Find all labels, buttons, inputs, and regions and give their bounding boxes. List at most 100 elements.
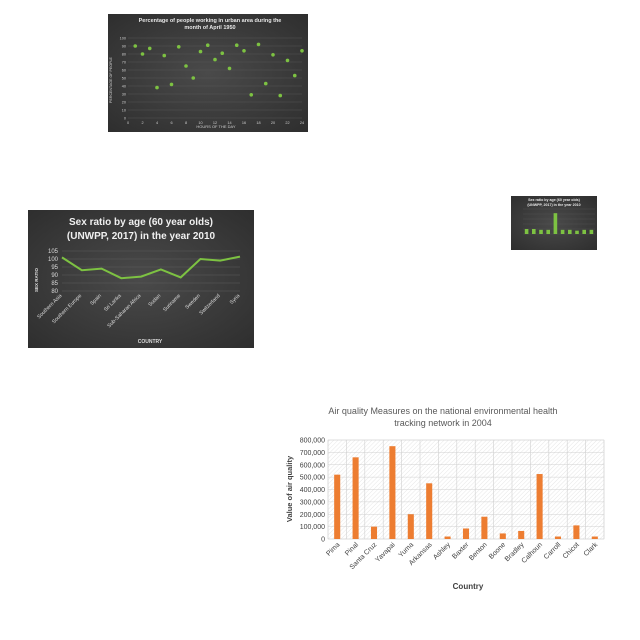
scatter-point: [140, 52, 145, 56]
scatter-point: [147, 46, 152, 51]
line-x-tick-label: Suriname: [162, 293, 182, 313]
scatter-point: [292, 73, 297, 78]
air-bar: [591, 536, 598, 539]
air-title-line1: Air quality Measures on the national env…: [328, 406, 557, 416]
sex-ratio-line-chart: Sex ratio by age (60 year olds) (UNWPP, …: [34, 217, 242, 345]
line-x-tick-label: Switzerland: [198, 293, 221, 316]
scatter-point: [198, 49, 203, 54]
scatter-point: [184, 64, 188, 68]
scatter-point: [169, 82, 174, 87]
scatter-y-axis-label: PERCENTAGE OF PEOPLE: [109, 56, 113, 102]
air-bar: [518, 530, 525, 539]
sex-ratio-series-line: [61, 255, 241, 280]
sex-ratio-line-chart-panel: Sex ratio by age (60 year olds) (UNWPP, …: [28, 210, 254, 348]
scatter-x-tick-label: 8: [185, 121, 187, 125]
air-x-tick-label: Carroll: [543, 541, 563, 561]
scatter-y-tick-label: 30: [122, 92, 126, 96]
scatter-x-tick-label: 10: [198, 121, 202, 125]
air-title-line2: tracking network in 2004: [394, 418, 492, 428]
minibar-bar: [582, 229, 586, 234]
scatter-point: [285, 58, 290, 63]
scatter-x-tick-label: 4: [156, 121, 158, 125]
scatter-point: [213, 57, 217, 62]
air-x-tick-label: Clark: [583, 541, 600, 558]
scatter-x-tick-label: 20: [271, 121, 275, 125]
scatter-title-line2: month of April 1950: [184, 25, 235, 31]
scatter-x-tick-label: 18: [256, 121, 260, 125]
scatter-title-line1: Percentage of people working in urban ar…: [139, 18, 282, 24]
air-bar: [462, 528, 470, 539]
scatter-point: [256, 42, 261, 47]
minibar-bar: [553, 213, 558, 234]
scatter-x-tick-label: 14: [227, 121, 231, 125]
sex-ratio-bar-chart-panel: Sex ratio by age (60 year olds) (UNWPP, …: [511, 196, 597, 250]
air-bar: [334, 474, 341, 539]
air-x-tick-label: Pima: [325, 541, 341, 557]
scatter-point: [176, 45, 181, 49]
air-y-tick-label: 600,000: [300, 462, 325, 469]
scatter-point: [278, 93, 283, 98]
scatter-y-tick-label: 100: [120, 36, 126, 40]
line-x-tick-label: Syria: [229, 293, 242, 306]
air-x-tick-label: Ashley: [432, 541, 452, 561]
line-x-tick-label: Spain: [89, 293, 103, 307]
line-y-tick-label: 85: [51, 281, 58, 287]
air-x-axis-label: Country: [453, 582, 484, 591]
minibar-bar: [568, 229, 572, 234]
air-x-tick-label: Calhoun: [521, 541, 544, 564]
scatter-y-tick-label: 50: [122, 76, 126, 80]
sex-ratio-bar-chart: Sex ratio by age (60 year olds) (UNWPP, …: [523, 198, 595, 235]
air-bar: [352, 457, 359, 539]
air-bar: [554, 536, 562, 539]
scatter-point: [205, 43, 210, 47]
line-y-tick-label: 100: [48, 257, 59, 263]
scatter-x-tick-label: 0: [127, 121, 129, 125]
scatter-y-tick-label: 60: [122, 68, 126, 72]
air-x-tick-label: Yavapai: [374, 541, 397, 564]
scatter-y-tick-label: 40: [122, 84, 126, 88]
line-y-tick-label: 80: [51, 289, 58, 295]
scatter-x-tick-label: 12: [213, 121, 217, 125]
scatter-point: [162, 53, 167, 58]
air-y-tick-label: 300,000: [300, 499, 325, 506]
scatter-point: [263, 81, 268, 86]
air-bar: [407, 514, 414, 539]
scatter-x-tick-label: 2: [141, 121, 143, 125]
air-bar: [370, 526, 378, 539]
air-quality-chart-panel: Air quality Measures on the national env…: [280, 396, 610, 596]
air-x-tick-label: Pinal: [344, 541, 360, 557]
scatter-point: [155, 85, 159, 90]
minibar-bar: [589, 229, 594, 234]
air-bar: [499, 533, 506, 539]
scatter-x-tick-label: 6: [170, 121, 172, 125]
air-y-tick-label: 400,000: [300, 487, 325, 494]
line-y-tick-label: 105: [48, 249, 59, 255]
scatter-point: [249, 93, 254, 97]
scatter-point: [242, 49, 246, 53]
minibar-title-line2: (UNWPP, 2017) in the year 2010: [527, 203, 580, 207]
air-bar: [444, 536, 451, 539]
scatter-y-tick-label: 20: [122, 100, 126, 104]
air-y-tick-label: 100,000: [300, 524, 325, 531]
scatter-point: [271, 53, 275, 57]
air-bar: [426, 483, 433, 539]
scatter-point: [220, 51, 225, 55]
scatter-x-tick-label: 22: [285, 121, 289, 125]
air-y-tick-label: 700,000: [300, 450, 325, 457]
air-x-tick-label: Chicot: [562, 541, 581, 560]
scatter-y-tick-label: 90: [122, 44, 126, 48]
scatter-x-tick-label: 16: [242, 121, 246, 125]
air-bar: [536, 474, 543, 539]
minibar-bar: [532, 229, 536, 234]
air-bar: [389, 446, 396, 539]
scatter-point: [191, 76, 196, 80]
air-y-tick-label: 500,000: [300, 475, 325, 482]
scatter-point: [234, 43, 239, 47]
minibar-bar: [560, 229, 565, 234]
line-y-tick-label: 95: [51, 265, 58, 271]
scatter-y-tick-label: 10: [122, 108, 126, 112]
scatter-x-tick-label: 24: [300, 121, 304, 125]
line-y-axis-label: SEX RATIO: [34, 268, 39, 292]
air-bar: [573, 525, 580, 539]
air-y-tick-label: 0: [321, 537, 325, 544]
